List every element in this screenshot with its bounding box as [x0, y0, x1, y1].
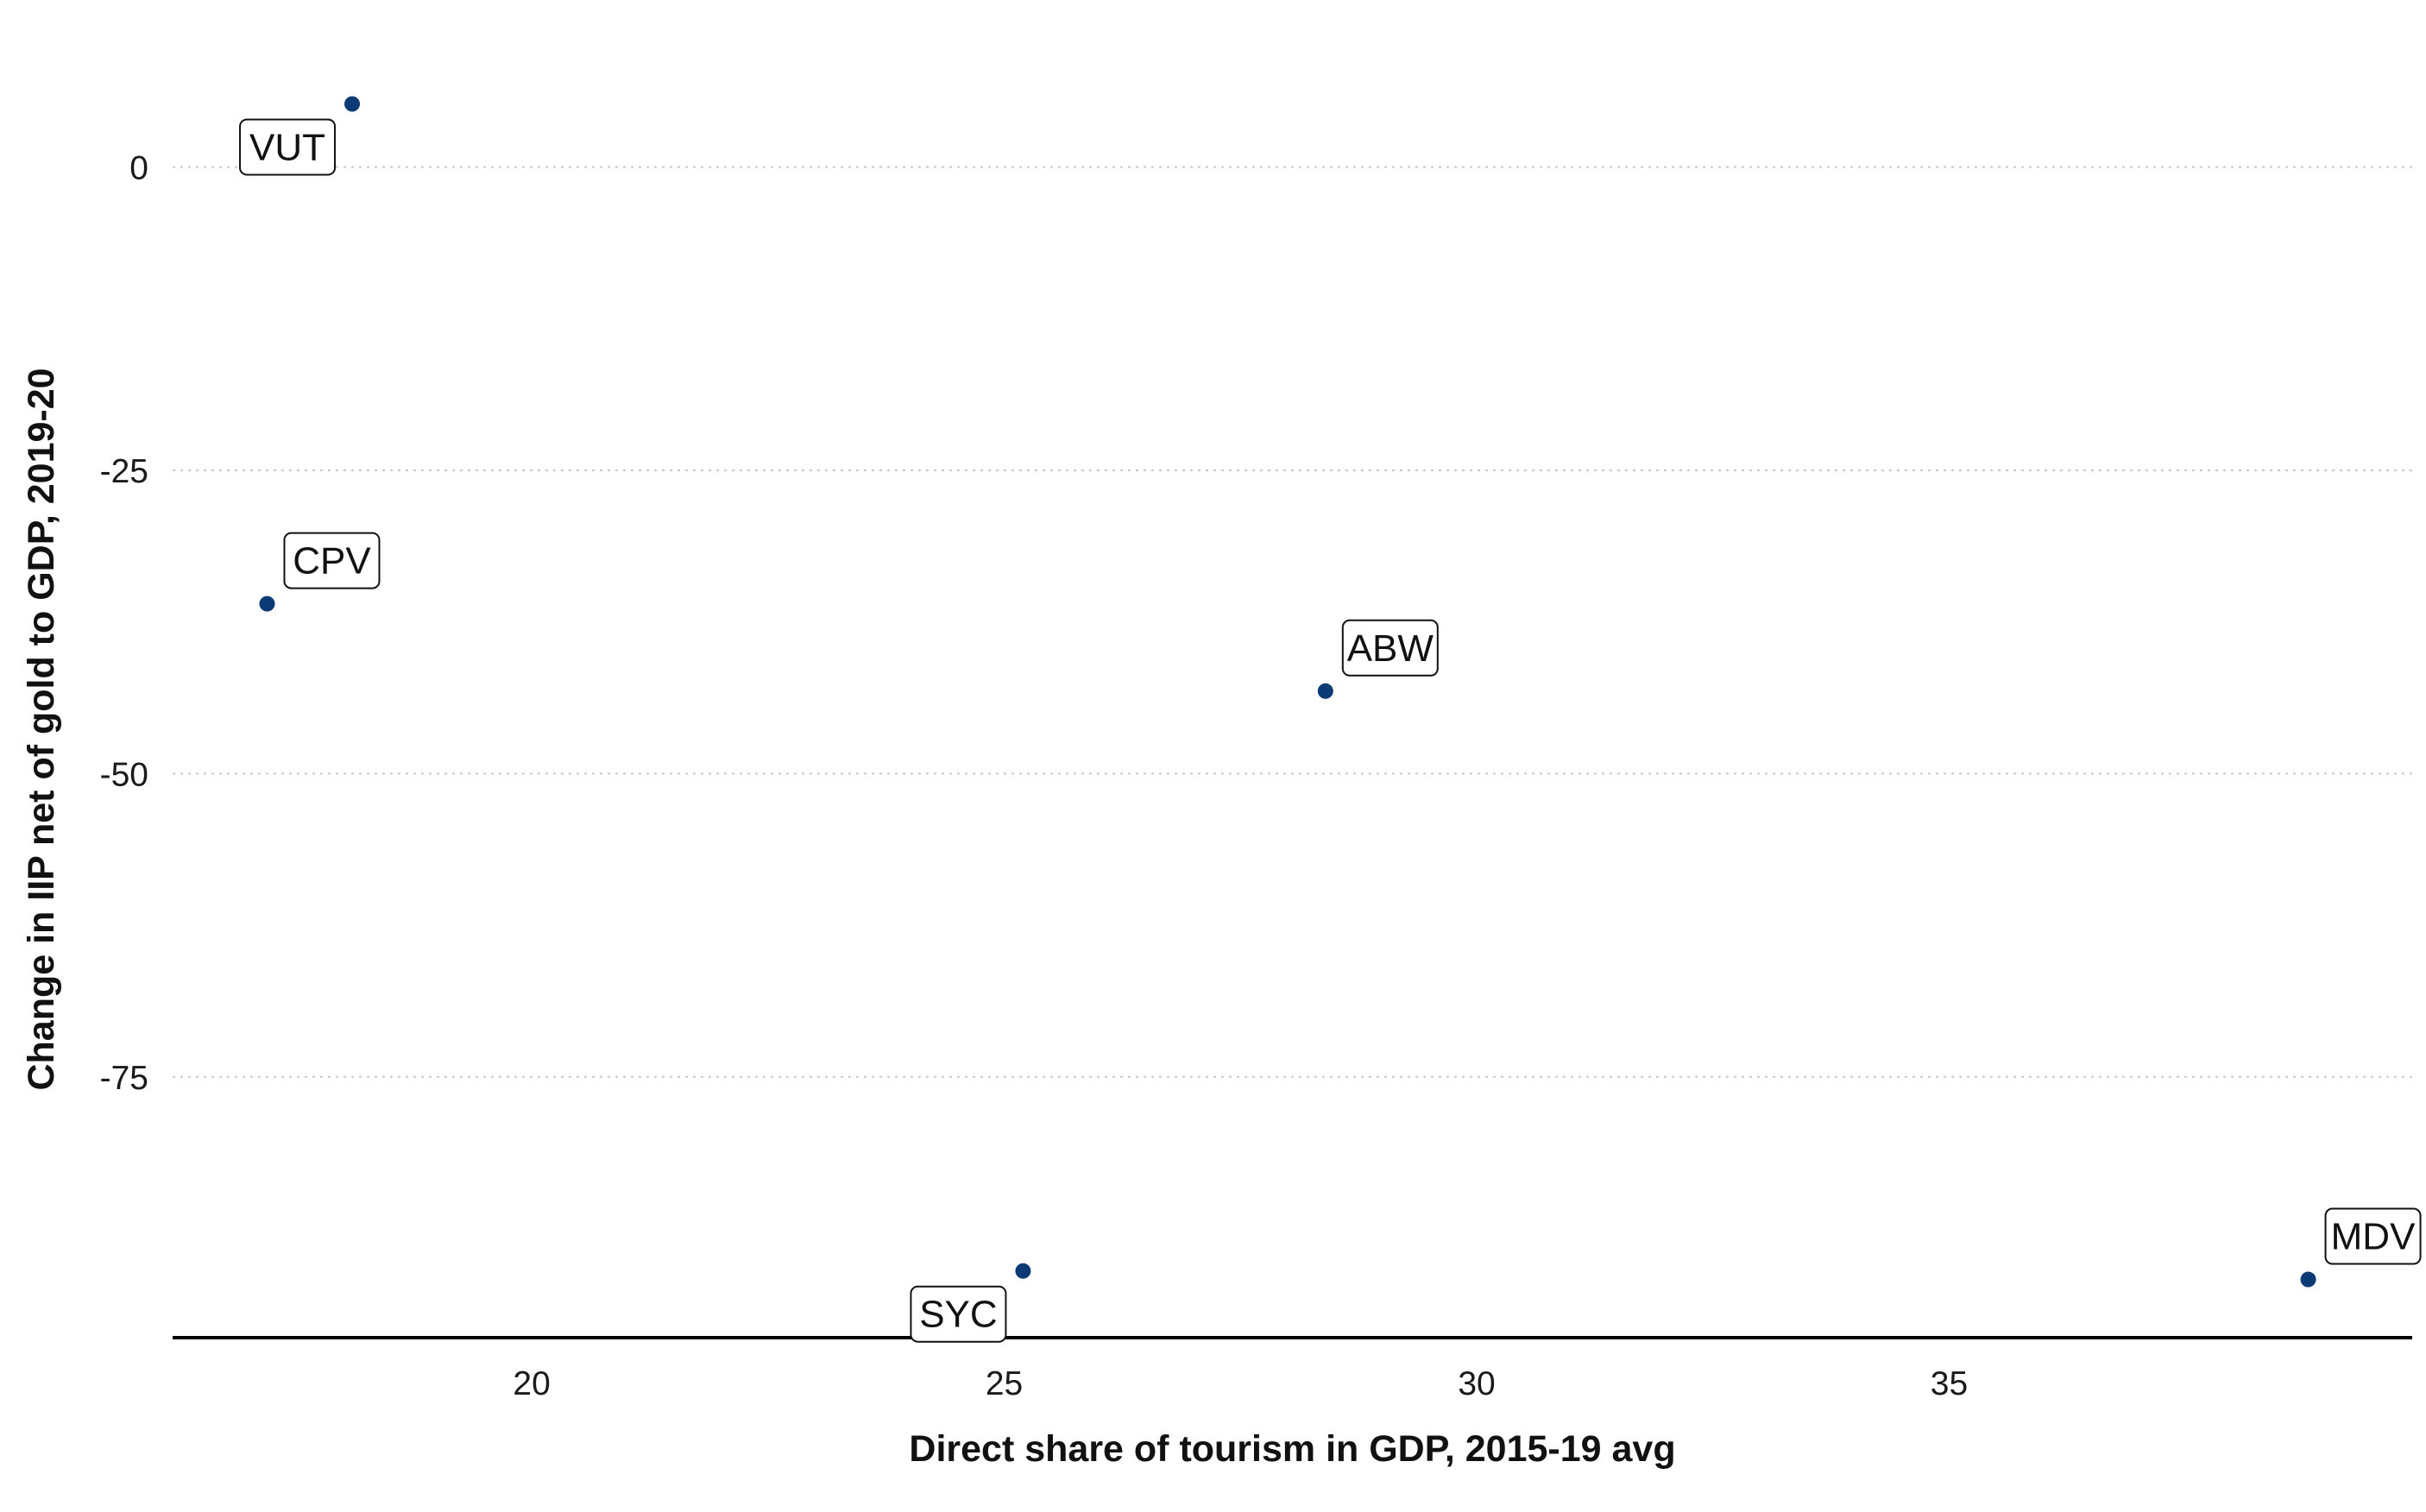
tick-labels: 0 -25 -50 -75 20 25 30 35 — [100, 150, 1969, 1402]
x-tick-label: 35 — [1931, 1365, 1968, 1402]
point-label: CPV — [283, 532, 381, 589]
point-label-box — [1341, 619, 1439, 677]
y-tick-label: -25 — [100, 453, 148, 490]
scatter-point — [2300, 1271, 2316, 1288]
point-label-text: CPV — [293, 540, 371, 583]
point-label-box — [239, 118, 337, 176]
point-label-box — [2324, 1207, 2422, 1265]
point-label: VUT — [239, 118, 337, 176]
point-labels: VUT CPV ABW SYC MDV — [239, 118, 2422, 1343]
point-label-text: ABW — [1347, 627, 1434, 670]
y-axis-title: Change in IIP net of gold to GDP, 2019-2… — [21, 368, 62, 1090]
y-tick-label: 0 — [129, 150, 148, 187]
point-label: ABW — [1341, 619, 1439, 677]
point-label-text: SYC — [919, 1294, 997, 1336]
scatter-point — [1317, 683, 1333, 699]
x-tick-label: 25 — [986, 1365, 1023, 1402]
point-label-text: VUT — [249, 126, 325, 168]
point-label-box — [283, 532, 381, 589]
data-points — [259, 96, 2316, 1288]
scatter-point — [1015, 1263, 1031, 1279]
point-label: MDV — [2324, 1207, 2422, 1265]
x-axis-title: Direct share of tourism in GDP, 2015-19 … — [909, 1428, 1675, 1470]
point-label-box — [910, 1285, 1007, 1343]
point-label: SYC — [910, 1285, 1007, 1343]
x-tick-label: 30 — [1458, 1365, 1495, 1402]
gridlines — [173, 166, 2412, 1078]
scatter-point — [259, 595, 275, 612]
point-label-text: MDV — [2331, 1216, 2416, 1258]
scatter-point — [344, 96, 361, 112]
y-tick-label: -75 — [100, 1060, 148, 1097]
x-tick-label: 20 — [513, 1365, 550, 1402]
y-tick-label: -50 — [100, 756, 148, 793]
